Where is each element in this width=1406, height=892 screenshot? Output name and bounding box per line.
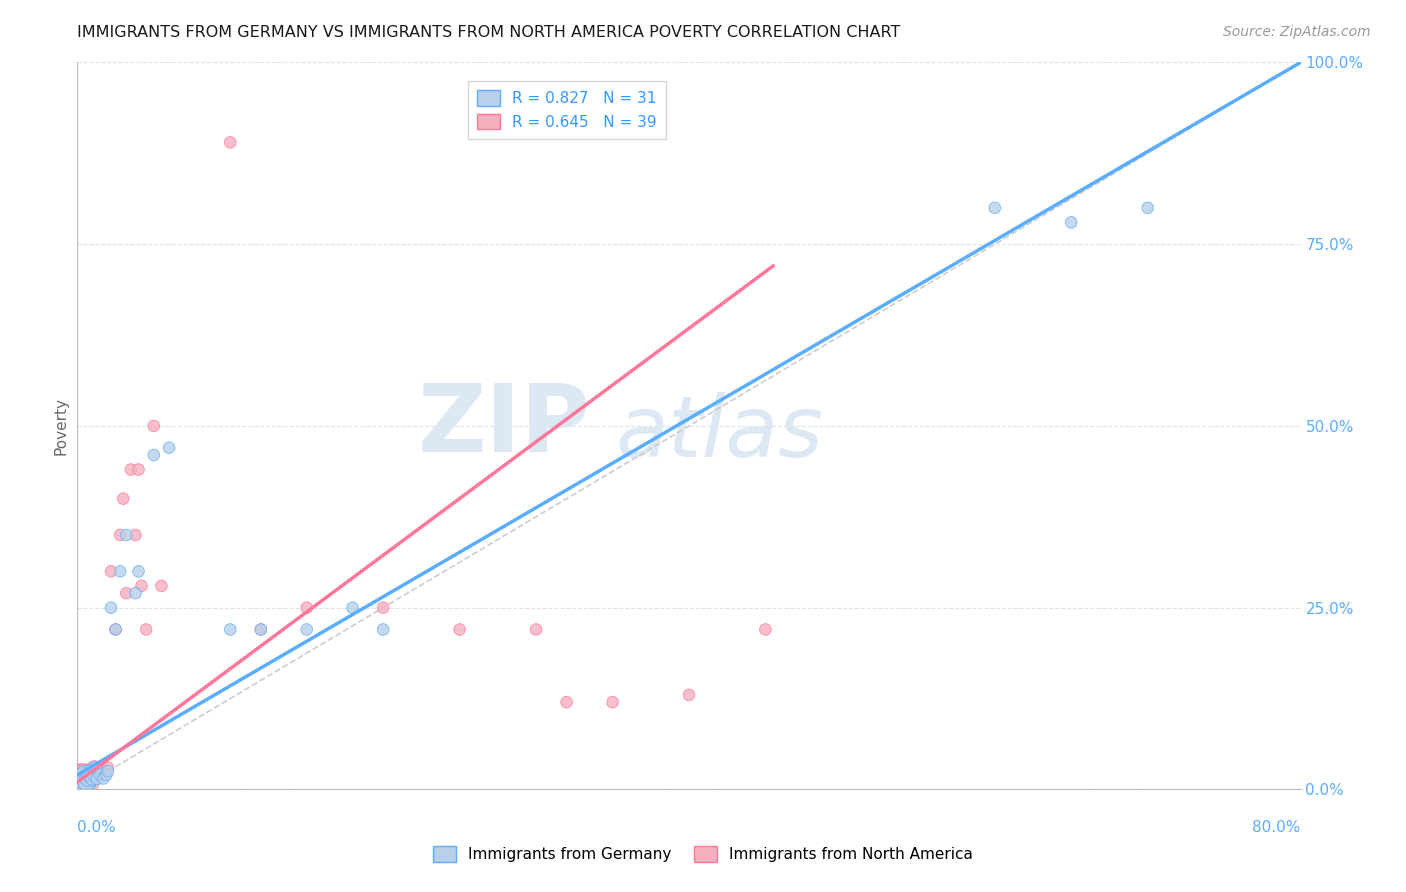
- Point: [108, 528, 131, 542]
- Point: [1136, 201, 1159, 215]
- Point: [250, 623, 273, 637]
- Point: [131, 579, 153, 593]
- Text: Source: ZipAtlas.com: Source: ZipAtlas.com: [1223, 25, 1371, 39]
- Legend: R = 0.827   N = 31, R = 0.645   N = 39: R = 0.827 N = 31, R = 0.645 N = 39: [468, 81, 665, 139]
- Point: [104, 623, 127, 637]
- Point: [89, 768, 111, 782]
- Point: [128, 462, 150, 476]
- Text: ZIP: ZIP: [418, 380, 591, 472]
- Point: [100, 600, 122, 615]
- Point: [602, 695, 624, 709]
- Point: [70, 775, 93, 789]
- Point: [97, 761, 120, 775]
- Point: [80, 764, 103, 779]
- Point: [678, 688, 700, 702]
- Point: [77, 772, 100, 786]
- Point: [124, 528, 146, 542]
- Point: [73, 768, 96, 782]
- Point: [128, 565, 150, 579]
- Point: [555, 695, 578, 709]
- Point: [754, 623, 776, 637]
- Point: [115, 586, 138, 600]
- Point: [524, 623, 547, 637]
- Point: [72, 775, 94, 789]
- Point: [112, 491, 135, 506]
- Point: [104, 623, 127, 637]
- Legend: Immigrants from Germany, Immigrants from North America: Immigrants from Germany, Immigrants from…: [426, 840, 980, 868]
- Point: [449, 623, 471, 637]
- Point: [371, 623, 394, 637]
- Point: [124, 586, 146, 600]
- Point: [73, 768, 96, 782]
- Point: [250, 623, 273, 637]
- Point: [86, 772, 108, 786]
- Point: [77, 768, 100, 782]
- Point: [371, 600, 394, 615]
- Point: [72, 772, 94, 786]
- Point: [83, 761, 105, 775]
- Point: [150, 579, 173, 593]
- Point: [94, 764, 117, 779]
- Point: [108, 565, 131, 579]
- Point: [84, 764, 107, 779]
- Point: [142, 448, 165, 462]
- Text: IMMIGRANTS FROM GERMANY VS IMMIGRANTS FROM NORTH AMERICA POVERTY CORRELATION CHA: IMMIGRANTS FROM GERMANY VS IMMIGRANTS FR…: [77, 25, 901, 40]
- Point: [69, 775, 91, 789]
- Point: [157, 441, 180, 455]
- Point: [70, 772, 93, 786]
- Point: [84, 761, 107, 775]
- Point: [142, 419, 165, 434]
- Point: [219, 136, 242, 150]
- Point: [91, 772, 114, 786]
- Point: [295, 623, 318, 637]
- Point: [115, 528, 138, 542]
- Point: [87, 764, 110, 779]
- Point: [89, 761, 111, 775]
- Point: [97, 764, 120, 779]
- Point: [83, 768, 105, 782]
- Point: [1060, 215, 1083, 229]
- Y-axis label: Poverty: Poverty: [53, 397, 69, 455]
- Point: [219, 623, 242, 637]
- Point: [82, 768, 104, 782]
- Point: [295, 600, 318, 615]
- Text: 0.0%: 0.0%: [77, 821, 117, 835]
- Point: [96, 768, 118, 782]
- Point: [90, 768, 112, 782]
- Point: [135, 623, 157, 637]
- Text: 80.0%: 80.0%: [1253, 821, 1301, 835]
- Point: [76, 775, 98, 789]
- Point: [86, 768, 108, 782]
- Point: [79, 772, 101, 786]
- Point: [984, 201, 1007, 215]
- Point: [100, 565, 122, 579]
- Point: [120, 462, 142, 476]
- Point: [79, 768, 101, 782]
- Point: [342, 600, 364, 615]
- Point: [76, 772, 98, 786]
- Point: [82, 772, 104, 786]
- Point: [80, 764, 103, 779]
- Text: atlas: atlas: [616, 392, 824, 475]
